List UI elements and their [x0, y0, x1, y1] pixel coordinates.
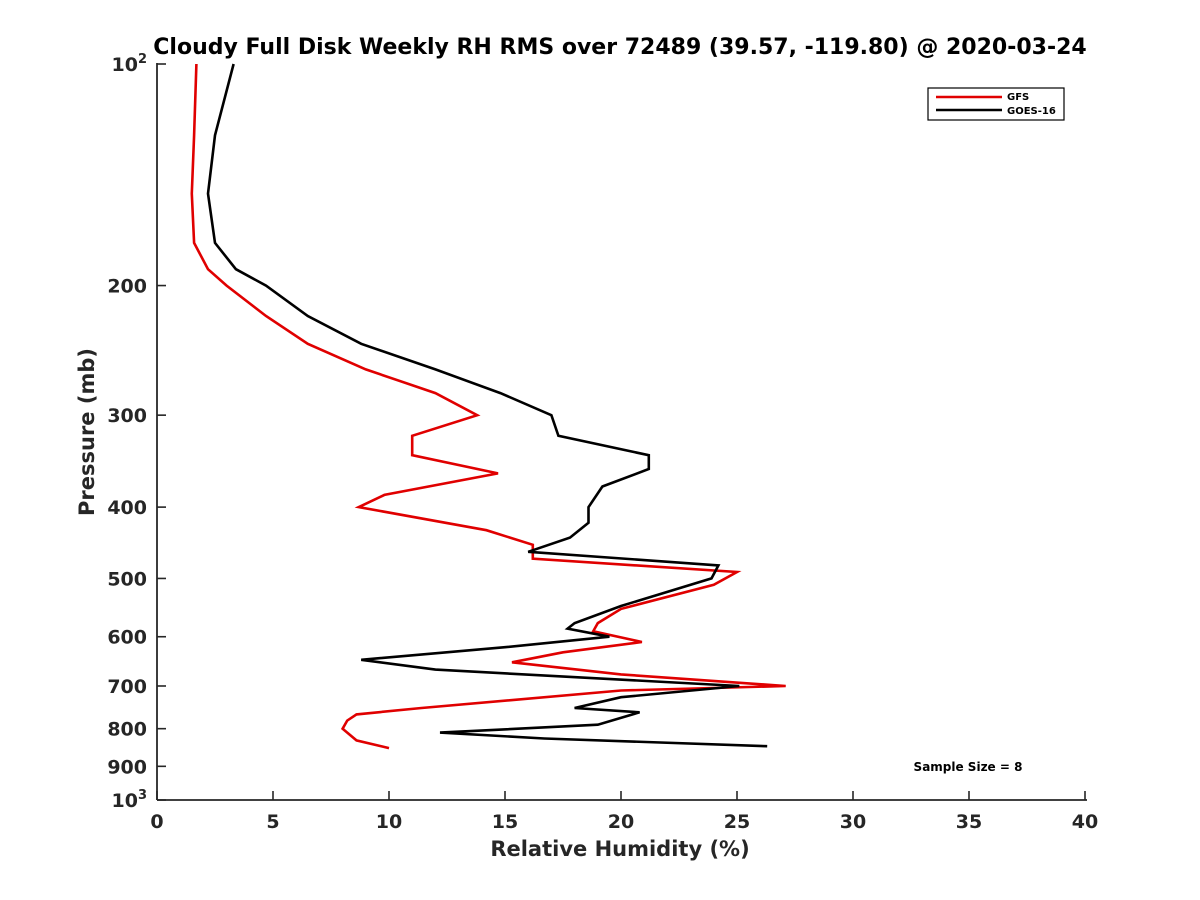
x-tick-label: 20 — [608, 811, 634, 833]
y-tick-label: 102 — [112, 52, 148, 76]
y-tick-label: 900 — [107, 756, 147, 778]
chart-title: Cloudy Full Disk Weekly RH RMS over 7248… — [153, 35, 1086, 60]
series-line-gfs — [190, 63, 786, 750]
y-tick-base: 300 — [107, 405, 147, 427]
x-tick-label: 15 — [492, 811, 518, 833]
y-tick-label: 600 — [107, 627, 147, 649]
y-tick-base: 10 — [112, 54, 138, 76]
y-tick-base: 600 — [107, 627, 147, 649]
y-tick-base: 900 — [107, 756, 147, 778]
legend-box — [927, 87, 1065, 121]
x-tick-label: 30 — [840, 811, 866, 833]
legend: GFS GOES-16 — [927, 87, 1065, 121]
y-tick-base: 10 — [112, 790, 138, 812]
x-tick-label: 35 — [956, 811, 982, 833]
x-tick-label: 40 — [1072, 811, 1098, 833]
y-tick-label: 103 — [112, 788, 148, 812]
y-tick-label: 400 — [107, 497, 147, 519]
y-tick-exponent: 3 — [138, 788, 147, 803]
y-tick-label: 300 — [107, 405, 147, 427]
series-lines — [190, 63, 786, 750]
y-axis-label: Pressure (mb) — [75, 348, 99, 516]
legend-label-goes16: GOES-16 — [1007, 106, 1056, 117]
x-ticks: 0 5 10 15 20 25 30 35 40 — [150, 791, 1098, 833]
y-tick-label: 200 — [107, 276, 147, 298]
x-tick-label: 0 — [150, 811, 163, 833]
x-tick-label: 5 — [266, 811, 279, 833]
sample-size-annotation: Sample Size = 8 — [914, 760, 1023, 774]
y-tick-label: 700 — [107, 676, 147, 698]
x-axis-label: Relative Humidity (%) — [490, 837, 749, 861]
x-tick-label: 10 — [376, 811, 402, 833]
series-line-goes-16 — [206, 63, 768, 748]
y-tick-base: 400 — [107, 497, 147, 519]
y-tick-label: 800 — [107, 719, 147, 741]
y-tick-base: 800 — [107, 719, 147, 741]
y-tick-base: 500 — [107, 568, 147, 590]
y-tick-exponent: 2 — [138, 52, 147, 67]
axes — [156, 63, 1087, 801]
legend-label-gfs: GFS — [1007, 92, 1029, 103]
y-tick-base: 200 — [107, 276, 147, 298]
y-tick-base: 700 — [107, 676, 147, 698]
x-tick-label: 25 — [724, 811, 750, 833]
y-tick-label: 500 — [107, 568, 147, 590]
